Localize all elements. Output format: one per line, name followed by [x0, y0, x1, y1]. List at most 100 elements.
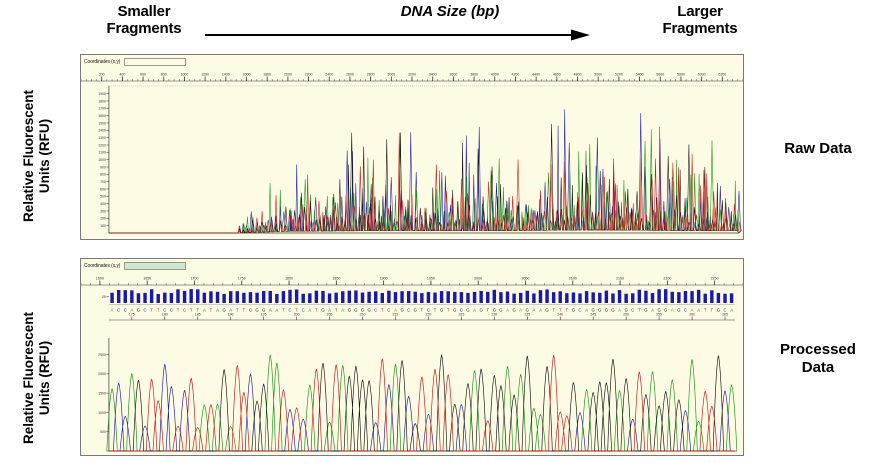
- svg-text:5200: 5200: [615, 72, 623, 76]
- svg-text:T: T: [704, 307, 707, 312]
- svg-text:2150: 2150: [616, 276, 624, 280]
- svg-text:1800: 1800: [263, 72, 271, 76]
- raw-data-panel[interactable]: Coordinates (x,y) 200 400 600 800 1000 1200 14…: [80, 54, 744, 240]
- svg-text:20: 20: [102, 295, 106, 299]
- svg-text:1300: 1300: [98, 136, 106, 140]
- svg-text:G: G: [466, 307, 469, 312]
- svg-text:2000: 2000: [474, 276, 482, 280]
- svg-text:220: 220: [426, 312, 432, 316]
- svg-text:2600: 2600: [346, 72, 354, 76]
- svg-text:G: G: [321, 307, 324, 312]
- svg-text:G: G: [493, 307, 496, 312]
- svg-text:180: 180: [162, 312, 168, 316]
- svg-text:6000: 6000: [698, 72, 706, 76]
- svg-text:4800: 4800: [574, 72, 582, 76]
- svg-text:T: T: [243, 307, 246, 312]
- svg-text:3800: 3800: [470, 72, 478, 76]
- svg-text:G: G: [592, 307, 595, 312]
- svg-text:G: G: [499, 307, 502, 312]
- svg-text:5400: 5400: [636, 72, 644, 76]
- svg-text:C: C: [374, 307, 377, 312]
- svg-text:A: A: [671, 307, 674, 312]
- svg-text:G: G: [598, 307, 601, 312]
- svg-text:215: 215: [393, 312, 399, 316]
- svg-text:1650: 1650: [143, 276, 151, 280]
- svg-text:1600: 1600: [243, 72, 251, 76]
- raw-y-axis-title: Relative Fluorescent Units (RFU): [21, 89, 52, 223]
- svg-text:1850: 1850: [332, 276, 340, 280]
- svg-text:C: C: [249, 307, 252, 312]
- svg-text:G: G: [414, 307, 417, 312]
- processed-coordinates-label: Coordinates (x,y): [84, 262, 121, 269]
- svg-text:800: 800: [161, 72, 167, 76]
- svg-text:T: T: [295, 307, 298, 312]
- svg-text:240: 240: [557, 312, 563, 316]
- svg-text:A: A: [618, 307, 621, 312]
- svg-text:200: 200: [100, 217, 106, 221]
- svg-text:G: G: [625, 307, 628, 312]
- svg-text:A: A: [506, 307, 509, 312]
- svg-text:A: A: [539, 307, 542, 312]
- svg-text:185: 185: [195, 312, 201, 316]
- basecall-sequence-strip[interactable]: 20A C C A G C T T C C T C T T A T A G A T T C G G A A T C T C A T G A T A G G…: [81, 288, 743, 338]
- svg-text:4400: 4400: [532, 72, 540, 76]
- svg-text:1700: 1700: [191, 276, 199, 280]
- raw-coordinates-input[interactable]: [124, 57, 187, 66]
- right-arrow-icon: [205, 29, 590, 41]
- svg-text:1500: 1500: [98, 121, 106, 125]
- svg-text:A: A: [519, 307, 522, 312]
- svg-text:C: C: [723, 307, 726, 312]
- svg-text:600: 600: [100, 187, 106, 191]
- svg-text:A: A: [585, 307, 588, 312]
- svg-text:1500: 1500: [98, 392, 106, 396]
- svg-text:200: 200: [294, 312, 300, 316]
- svg-text:A: A: [229, 307, 232, 312]
- svg-text:2100: 2100: [569, 276, 577, 280]
- svg-text:A: A: [532, 307, 535, 312]
- svg-text:255: 255: [656, 312, 662, 316]
- svg-text:G: G: [657, 307, 660, 312]
- svg-text:T: T: [157, 307, 160, 312]
- svg-text:500: 500: [100, 430, 106, 434]
- svg-text:175: 175: [129, 312, 135, 316]
- svg-text:200: 200: [99, 72, 105, 76]
- svg-text:G: G: [717, 307, 720, 312]
- svg-text:C: C: [684, 307, 687, 312]
- svg-text:T: T: [559, 307, 562, 312]
- svg-text:245: 245: [590, 312, 596, 316]
- page-title: DNA Size (bp): [400, 3, 500, 20]
- raw-electropherogram-plot[interactable]: 1900 1800 1700 1600 1500 1400 1300 1200 1100 1000…: [81, 84, 743, 239]
- processed-coordinates-bar: Coordinates (x,y): [81, 259, 743, 272]
- svg-text:G: G: [222, 307, 225, 312]
- svg-text:G: G: [354, 307, 357, 312]
- svg-text:4000: 4000: [491, 72, 499, 76]
- svg-text:C: C: [144, 307, 147, 312]
- svg-text:C: C: [289, 307, 292, 312]
- svg-text:T: T: [421, 307, 424, 312]
- processed-coordinates-input[interactable]: [124, 261, 187, 270]
- svg-text:300: 300: [100, 209, 106, 213]
- svg-text:A: A: [394, 307, 397, 312]
- svg-text:1800: 1800: [98, 99, 106, 103]
- svg-text:5600: 5600: [656, 72, 664, 76]
- processed-x-axis-ruler: 1600 1650 1700 1750 1800 1850 1900 1950 2000 2050…: [81, 276, 743, 286]
- svg-text:1900: 1900: [380, 276, 388, 280]
- svg-text:1900: 1900: [98, 92, 106, 96]
- svg-text:T: T: [566, 307, 569, 312]
- svg-text:1000: 1000: [180, 72, 188, 76]
- svg-text:2050: 2050: [522, 276, 530, 280]
- svg-text:G: G: [572, 307, 575, 312]
- svg-text:T: T: [282, 307, 285, 312]
- svg-text:G: G: [611, 307, 614, 312]
- svg-text:T: T: [196, 307, 199, 312]
- svg-text:5000: 5000: [594, 72, 602, 76]
- svg-text:3600: 3600: [449, 72, 457, 76]
- svg-text:G: G: [605, 307, 608, 312]
- svg-text:T: T: [711, 307, 714, 312]
- svg-text:1700: 1700: [98, 107, 106, 111]
- svg-text:A: A: [730, 307, 733, 312]
- processed-electropherogram-plot[interactable]: 2500 2000 1500 1000 500: [81, 337, 743, 455]
- processed-data-panel[interactable]: Coordinates (x,y) 1600 1650 1700 1750 1800 18…: [80, 258, 744, 456]
- svg-text:265: 265: [722, 312, 728, 316]
- svg-text:5800: 5800: [677, 72, 685, 76]
